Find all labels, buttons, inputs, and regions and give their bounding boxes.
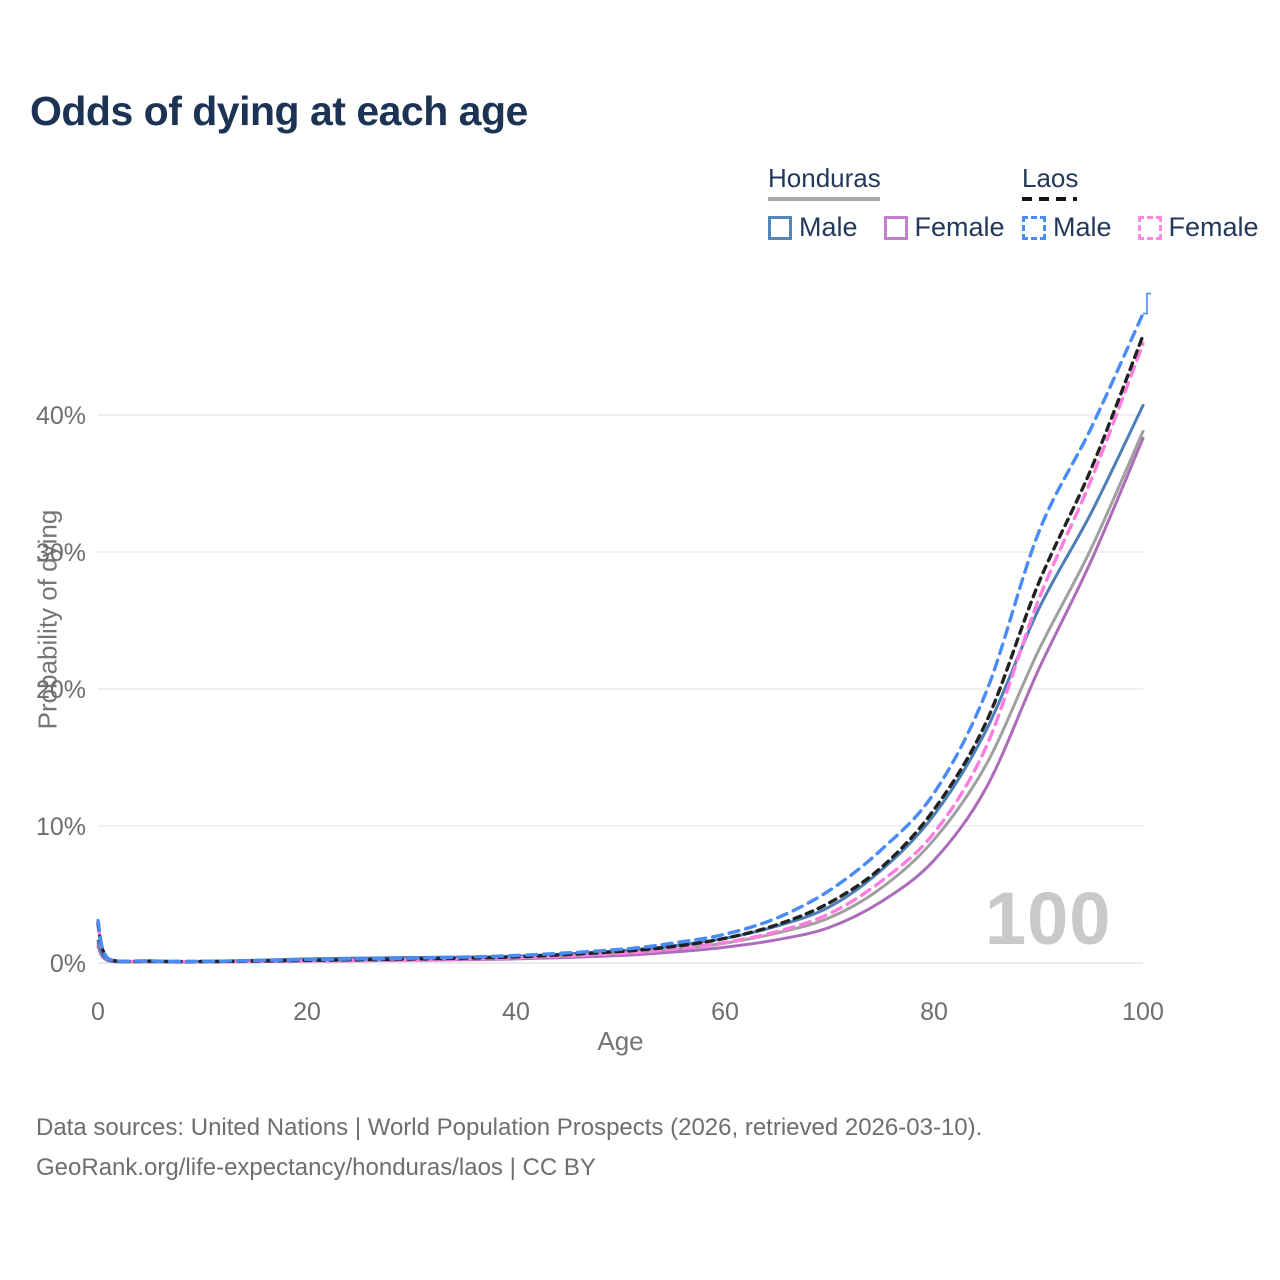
legend-swatch-icon [1137,215,1162,240]
x-tick-label: 0 [91,998,105,1026]
x-tick-label: 20 [293,998,321,1026]
footer-attribution: Data sources: United Nations | World Pop… [36,1108,982,1188]
y-tick-label: 20% [36,676,86,704]
legend-item-honduras-male[interactable]: Male [768,212,858,243]
y-tick-label: 10% [36,813,86,841]
legend-group-honduras: Honduras Male Female [768,163,1005,243]
x-tick-label: 60 [711,998,739,1026]
y-tick-label: 30% [36,539,86,567]
legend-group-laos: Laos Male Female [1022,163,1259,243]
legend-item-label: Male [1053,212,1112,242]
legend-swatch-icon [883,215,908,240]
legend-item-laos-male[interactable]: Male [1022,212,1112,243]
series-line-laos-both[interactable] [96,333,1145,964]
legend-header-laos[interactable]: Laos [1022,163,1079,193]
x-tick-label: 100 [1122,998,1164,1026]
legend-item-label: Female [1168,212,1259,242]
x-tick-label: 80 [920,998,948,1026]
x-tick-label: 40 [502,998,530,1026]
legend-underline-laos-dashed [1022,197,1077,201]
footer-license: GeoRank.org/life-expectancy/honduras/lao… [36,1154,596,1181]
end-label-connector-laos-male [1143,292,1151,315]
hover-age-watermark: 100 [985,877,1112,960]
legend-header-honduras[interactable]: Honduras [768,163,881,193]
legend-underline-honduras-solid [768,197,880,201]
series-line-laos-female[interactable] [96,342,1145,964]
legend-item-label: Female [914,212,1005,242]
legend-item-laos-female[interactable]: Female [1137,212,1259,243]
x-axis-title: Age [597,1026,643,1056]
legend-items-honduras: Male Female [768,212,1005,243]
footer-data-sources: Data sources: United Nations | World Pop… [36,1114,983,1141]
legend-items-laos: Male Female [1022,212,1259,243]
legend-swatch-icon [768,215,792,240]
y-tick-label: 0% [50,950,86,978]
legend-item-honduras-female[interactable]: Female [883,212,1005,243]
series-line-laos-male[interactable] [96,311,1145,964]
legend-item-label: Male [799,212,858,242]
y-tick-label: 40% [36,402,86,430]
legend-swatch-icon [1022,215,1046,240]
page-title: Odds of dying at each age [30,88,528,134]
